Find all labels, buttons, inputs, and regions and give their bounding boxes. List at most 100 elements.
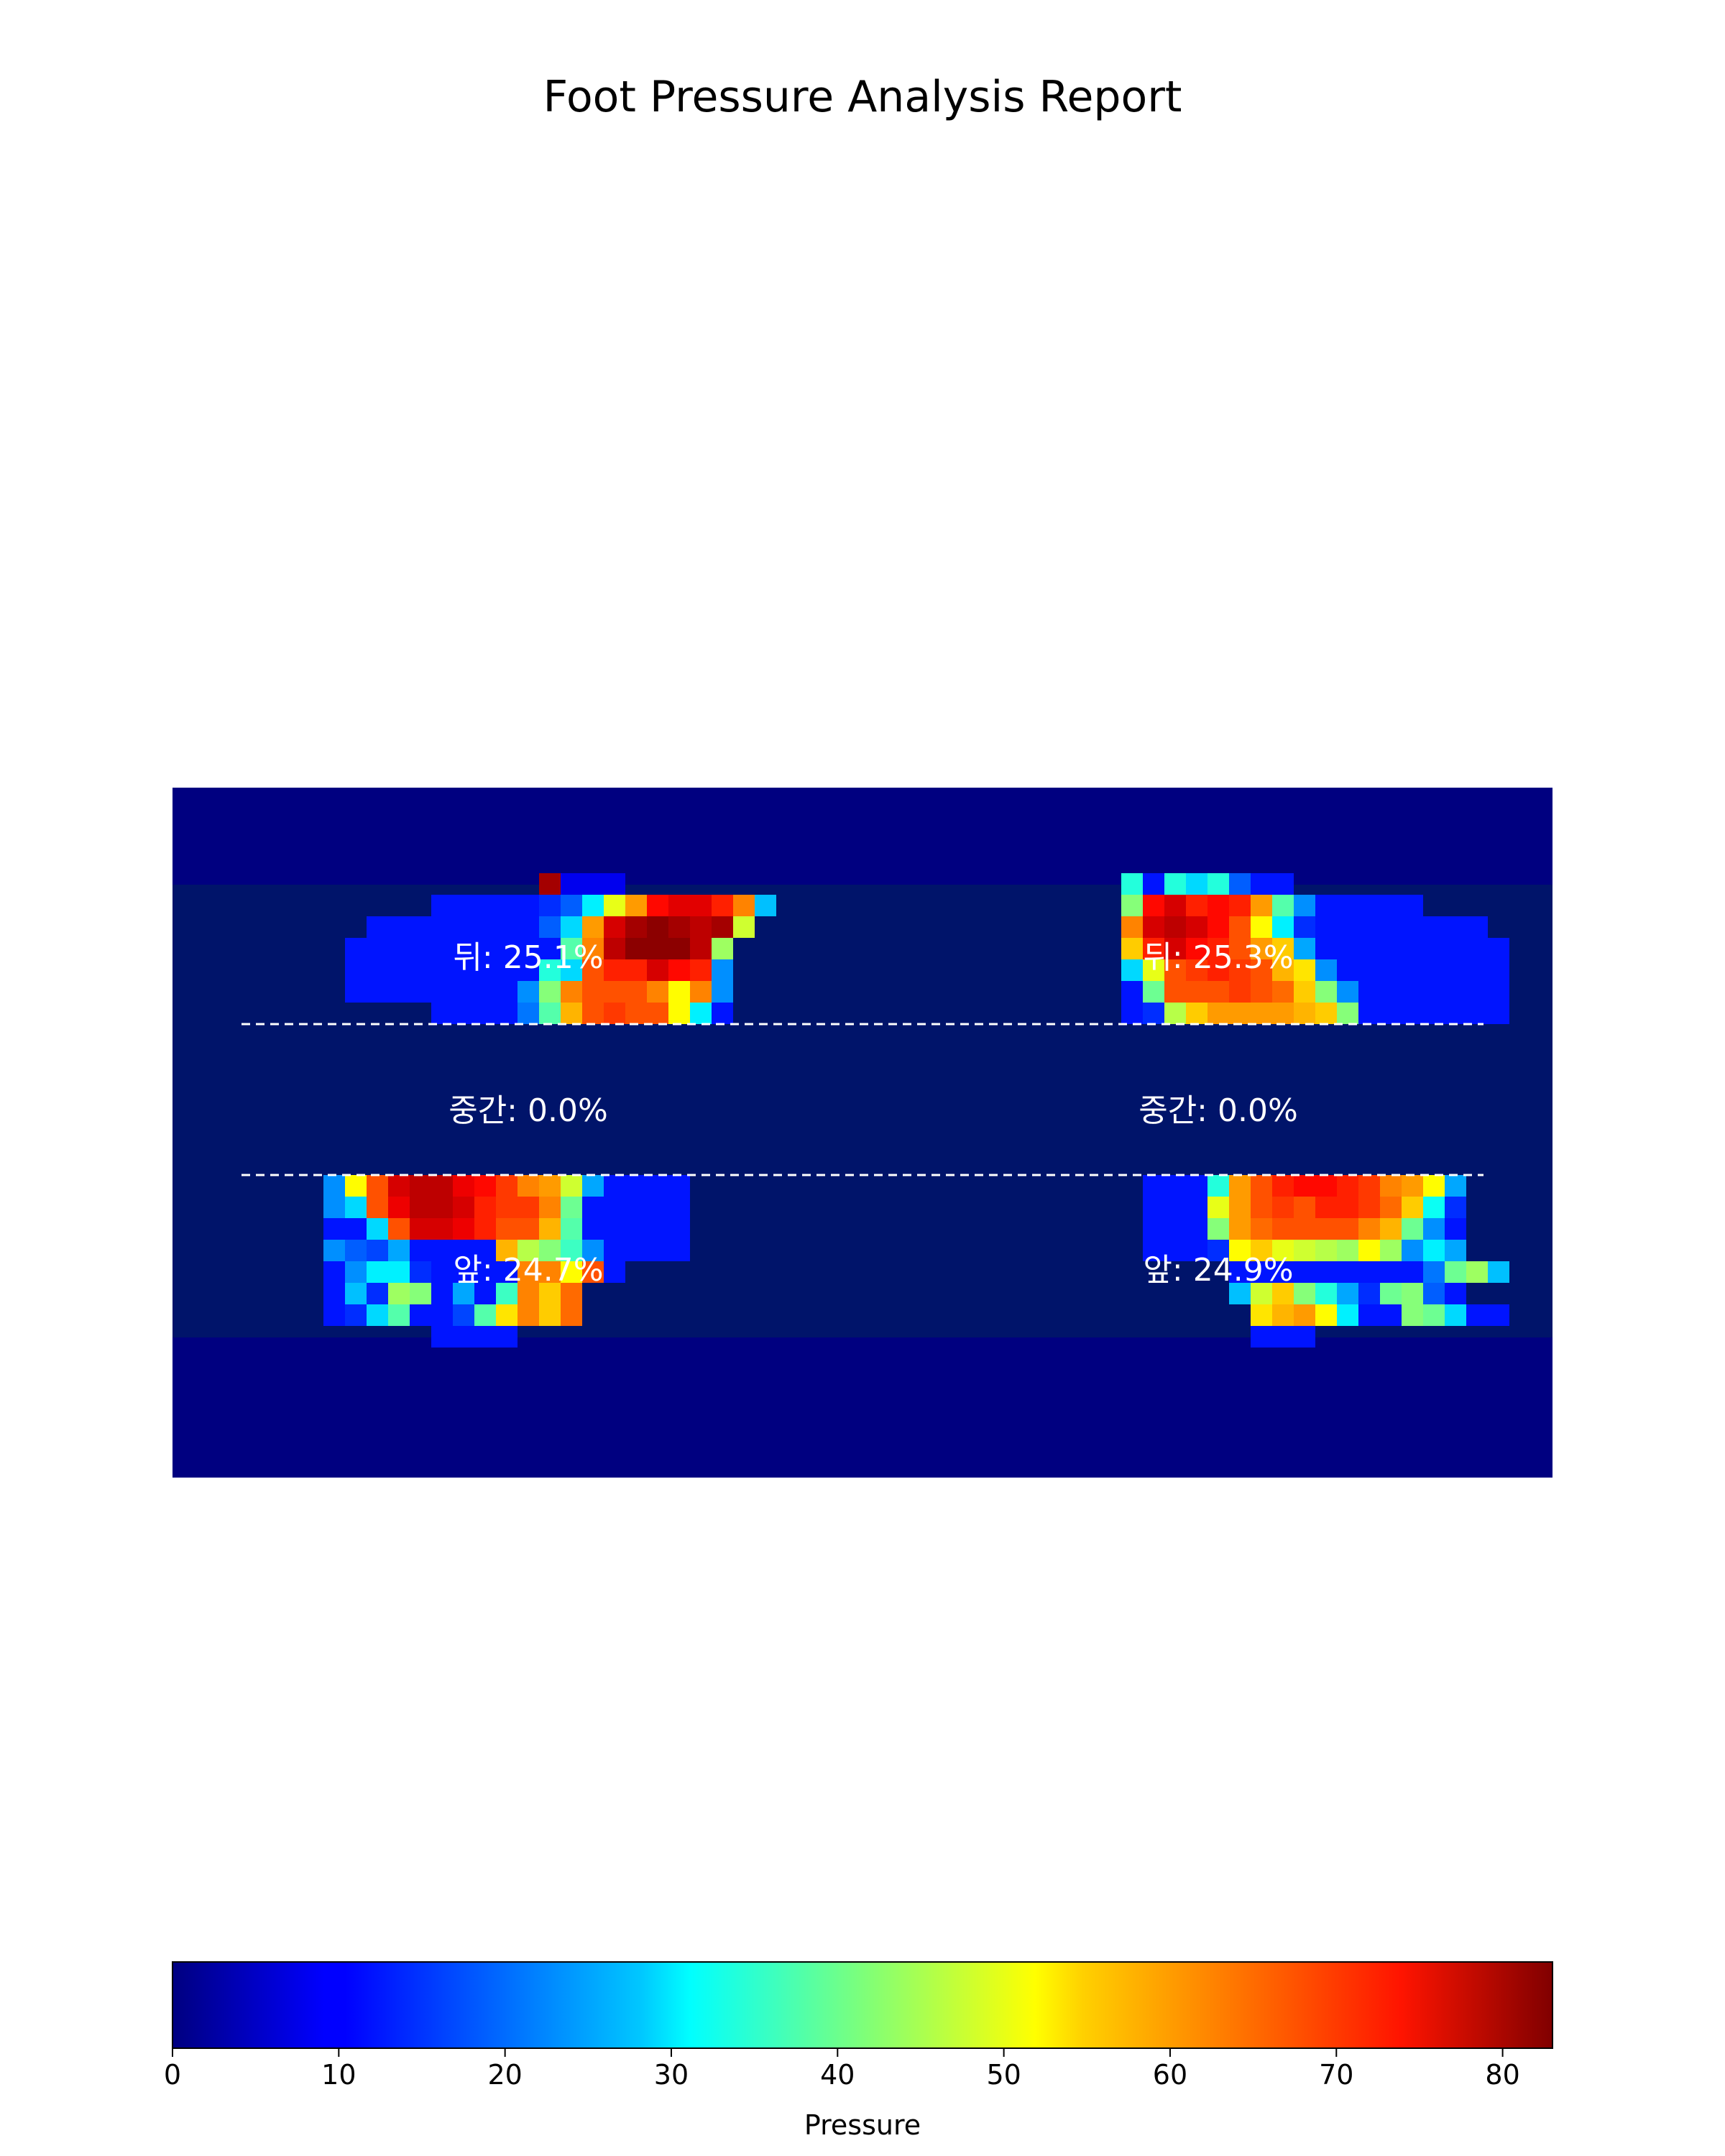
left-rear-cell [539,959,561,981]
right-front-cell [1315,1240,1337,1261]
right-rear-cell [1315,1003,1337,1024]
right-front-cell [1380,1197,1402,1218]
right-rear-cell [1251,895,1272,916]
right-rear-cell [1358,959,1380,981]
left-rear-cell [561,938,582,959]
left-front-cell [539,1175,561,1197]
right-front-cell [1423,1283,1445,1304]
left-rear-cell [367,938,388,959]
right-front-cell [1445,1218,1466,1240]
left-rear-cell [367,981,388,1003]
left-front-cell [345,1197,367,1218]
right-rear-cell [1466,916,1488,938]
right-front-cell [1272,1326,1294,1348]
left-front-cell [431,1240,453,1261]
right-front-cell [1315,1175,1337,1197]
left-rear-cell [712,938,733,959]
right-rear-cell [1251,981,1272,1003]
left-front-cell [582,1175,604,1197]
left-rear-cell [474,895,496,916]
right-rear-cell [1445,916,1466,938]
left-rear-cell [496,916,518,938]
right-front-cell [1380,1218,1402,1240]
right-rear-cell [1380,959,1402,981]
colorbar-tick-label: 20 [487,2059,522,2091]
right-front-cell [1423,1218,1445,1240]
right-rear-cell [1251,938,1272,959]
right-rear-cell [1251,873,1272,895]
left-front-cell [496,1197,518,1218]
left-rear-cell [410,938,431,959]
right-rear-cell [1229,916,1251,938]
left-rear-cell [733,916,755,938]
left-front-cell [561,1240,582,1261]
right-rear-cell [1402,1003,1423,1024]
right-front-cell [1229,1283,1251,1304]
right-front-cell [1208,1175,1229,1197]
right-front-cell [1358,1197,1380,1218]
colorbar-tick-label: 40 [820,2059,855,2091]
left-front-cell [496,1240,518,1261]
right-rear-cell [1272,916,1294,938]
right-front-cell [1337,1283,1358,1304]
right-front-cell [1466,1261,1488,1283]
right-front-cell [1315,1304,1337,1326]
right-rear-cell [1121,895,1143,916]
right-rear-cell [1229,938,1251,959]
right-front-cell [1380,1175,1402,1197]
left-rear-cell [690,895,712,916]
left-front-cell [367,1283,388,1304]
right-front-cell [1358,1283,1380,1304]
right-rear-cell [1272,959,1294,981]
right-front-cell [1402,1261,1423,1283]
right-rear-cell [1380,938,1402,959]
right-front-cell [1251,1261,1272,1283]
left-front-cell [518,1175,539,1197]
right-front-cell [1445,1261,1466,1283]
right-rear-cell [1358,938,1380,959]
left-rear-cell [604,959,625,981]
right-rear-cell [1164,895,1186,916]
left-front-cell [496,1326,518,1348]
right-front-cell [1143,1197,1164,1218]
left-front-cell [625,1240,647,1261]
right-front-cell [1251,1304,1272,1326]
left-front-cell [561,1175,582,1197]
left-front-cell [323,1304,345,1326]
right-rear-cell [1294,938,1315,959]
left-rear-cell [518,916,539,938]
right-front-cell [1294,1261,1315,1283]
left-front-cell [367,1261,388,1283]
left-rear-cell [345,981,367,1003]
right-front-cell [1315,1261,1337,1283]
right-rear-cell [1186,873,1208,895]
left-rear-cell [410,981,431,1003]
right-front-label: 앞: 24.9% [1143,1252,1293,1289]
left-rear-cell [345,959,367,981]
right-rear-cell [1229,1003,1251,1024]
left-rear-cell [668,895,690,916]
left-rear-cell [690,959,712,981]
left-front-cell [604,1175,625,1197]
left-rear-cell [690,938,712,959]
right-front-cell [1186,1175,1208,1197]
right-rear-cell [1164,873,1186,895]
left-rear-cell [561,959,582,981]
right-mid-label: 중간: 0.0% [1138,1092,1298,1129]
right-rear-cell [1488,959,1509,981]
left-front-cell [496,1283,518,1304]
right-front-cell [1402,1304,1423,1326]
right-front-cell [1272,1175,1294,1197]
chart-title: Foot Pressure Analysis Report [543,72,1182,122]
right-rear-cell [1186,981,1208,1003]
left-rear-cell [388,938,410,959]
right-front-cell [1315,1197,1337,1218]
right-front-cell [1315,1218,1337,1240]
right-front-cell [1402,1240,1423,1261]
left-front-cell [496,1261,518,1283]
right-rear-cell [1229,959,1251,981]
left-front-cell [453,1326,474,1348]
right-front-cell [1229,1175,1251,1197]
left-rear-cell [712,981,733,1003]
left-front-cell [539,1197,561,1218]
